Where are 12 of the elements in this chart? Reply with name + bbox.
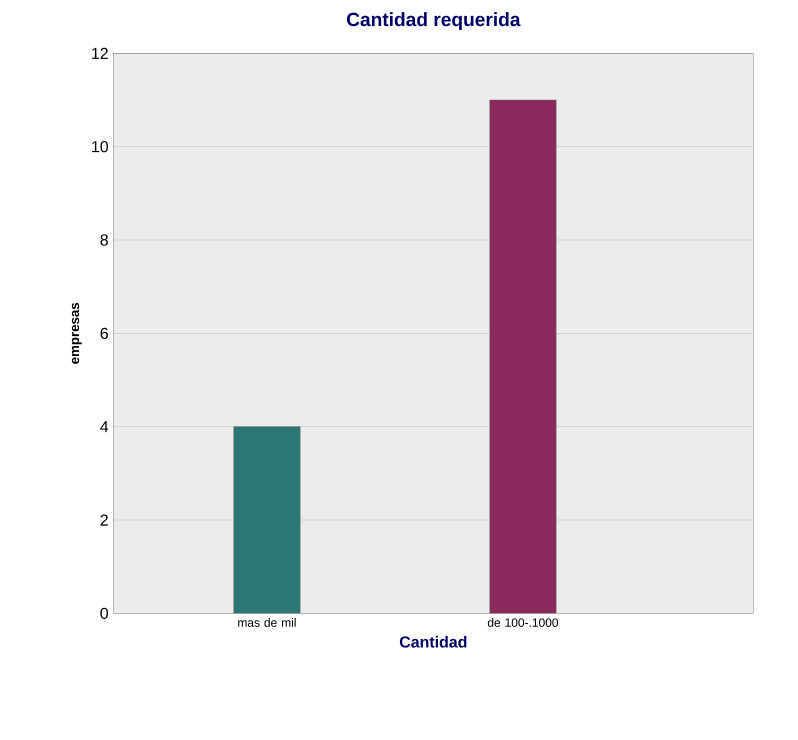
y-tick-label: 10 — [92, 141, 108, 152]
y-tick-label: 4 — [100, 421, 108, 432]
y-tick-label: 6 — [100, 328, 108, 339]
y-tick-label: 0 — [100, 608, 108, 619]
y-axis-title: empresas — [72, 302, 82, 364]
x-tick-label: mas de mil — [238, 618, 296, 627]
x-axis-title: Cantidad — [400, 636, 466, 648]
chart-title: Cantidad requerida — [346, 12, 521, 30]
y-tick-label: 2 — [100, 514, 108, 526]
x-tick-label: de 100-.1000 — [488, 618, 558, 627]
y-tick-label: 8 — [100, 234, 108, 246]
y-tick-label: 12 — [92, 48, 108, 59]
